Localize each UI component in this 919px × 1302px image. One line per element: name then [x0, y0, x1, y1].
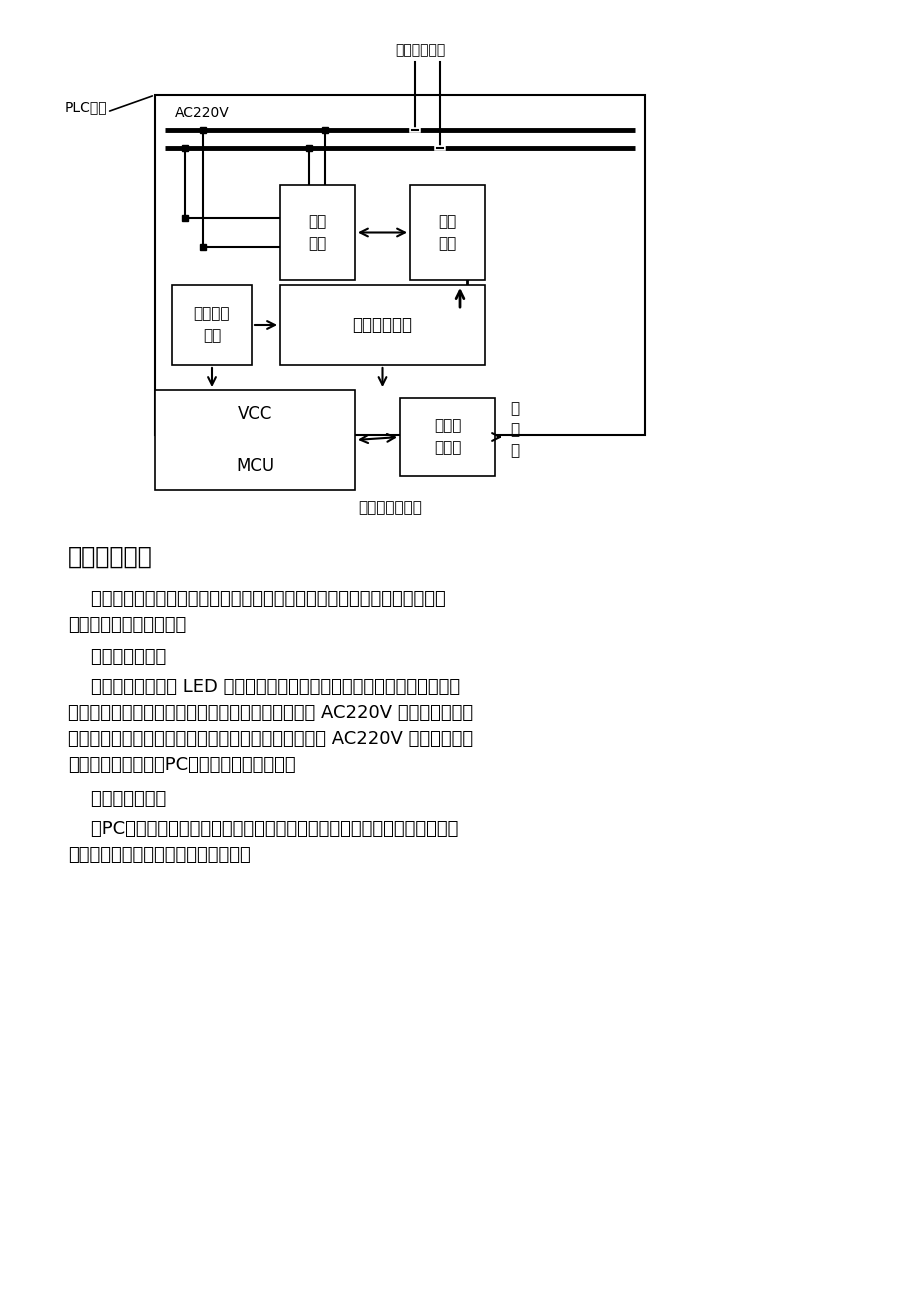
Text: 耦合
电路: 耦合 电路: [308, 214, 326, 251]
Text: 作即上位机软件的使用。: 作即上位机软件的使用。: [68, 616, 186, 634]
Text: PLC模块: PLC模块: [64, 100, 107, 115]
Text: （二）软件操作: （二）软件操作: [68, 790, 166, 809]
Text: 在PC上打开上位机软件，上位机软件上设置有图形化的开光灯和调光按钮，: 在PC上打开上位机软件，上位机软件上设置有图形化的开光灯和调光按钮，: [68, 820, 458, 838]
Text: 电源转换
电路: 电源转换 电路: [194, 306, 230, 344]
Text: 灯控制器模块，各个模块相对独立，每个模块有连接 AC220V 的插头一个。搭: 灯控制器模块，各个模块相对独立，每个模块有连接 AC220V 的插头一个。搭: [68, 704, 472, 723]
Text: 电力载波芯片: 电力载波芯片: [352, 316, 412, 335]
Bar: [279, 285, 484, 365]
Text: 点击相应的按钮执行相应的操作即可。: 点击相应的按钮执行相应的操作即可。: [68, 846, 251, 865]
Bar: [172, 285, 252, 365]
Text: 接系统时，将单灯控制器模块和集中控制模块分别接入 AC220V 插座，同时集: 接系统时，将单灯控制器模块和集中控制模块分别接入 AC220V 插座，同时集: [68, 730, 472, 749]
Text: 滤波
电路: 滤波 电路: [437, 214, 456, 251]
Text: 本作品设计的智能 LED 路灯系统主要包括一个集中控制器模块和若干个单: 本作品设计的智能 LED 路灯系统主要包括一个集中控制器模块和若干个单: [68, 678, 460, 697]
Bar: [410, 185, 484, 280]
Text: 输出控
制电路: 输出控 制电路: [434, 418, 460, 456]
Text: （一）硬件操作: （一）硬件操作: [68, 648, 166, 667]
Text: 中控制器通过串口与PC相连，硬件搭接完成。: 中控制器通过串口与PC相连，硬件搭接完成。: [68, 756, 295, 773]
Bar: [400, 398, 494, 477]
Text: 接
路
灯: 接 路 灯: [509, 401, 518, 458]
Text: 接集中控制器: 接集中控制器: [394, 43, 445, 57]
Bar: [154, 95, 644, 435]
Text: AC220V: AC220V: [175, 105, 230, 120]
Bar: [279, 185, 355, 280]
Text: VCC

MCU: VCC MCU: [235, 405, 274, 475]
Text: 操作分为硬件操作和软件操作两部分。硬件操作即各个模块的连接，软件操: 操作分为硬件操作和软件操作两部分。硬件操作即各个模块的连接，软件操: [68, 590, 446, 608]
Bar: [154, 391, 355, 490]
Text: 单灯控制器结构: 单灯控制器结构: [357, 500, 422, 516]
Text: 五、操作方式: 五、操作方式: [68, 546, 153, 569]
